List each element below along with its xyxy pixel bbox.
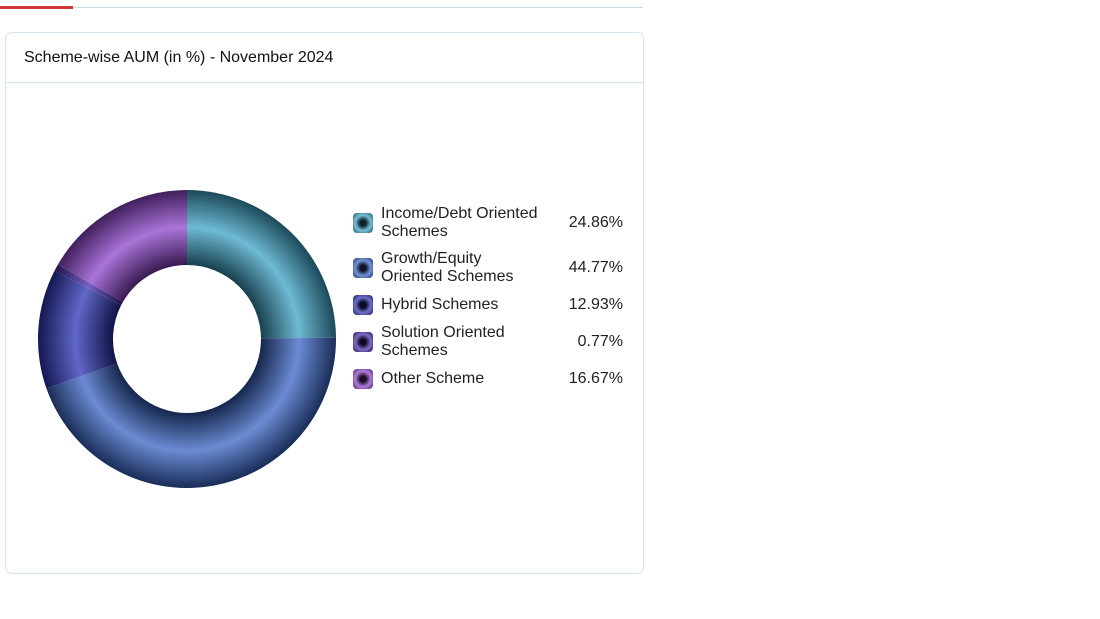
legend-swatch-icon (353, 213, 373, 233)
legend-value: 0.77% (577, 333, 623, 350)
legend-item[interactable]: Solution Oriented Schemes 0.77% (353, 324, 623, 360)
tab-underline (0, 7, 643, 8)
active-tab-indicator (0, 6, 73, 9)
donut-slice-2[interactable] (37, 270, 122, 389)
legend-label: Other Scheme (381, 370, 485, 387)
chart-legend: Income/Debt Oriented Schemes 24.86% Growth… (353, 205, 623, 398)
donut-slice-3[interactable] (54, 264, 123, 306)
legend-swatch-icon (353, 295, 373, 315)
donut-slice-4[interactable] (57, 190, 188, 303)
card-title: Scheme-wise AUM (in %) - November 2024 (6, 33, 643, 83)
donut-slice-0[interactable] (187, 190, 336, 339)
legend-swatch-icon (353, 332, 373, 352)
legend-value: 44.77% (568, 259, 623, 276)
legend-label: Income/Debt Oriented Schemes (381, 205, 538, 240)
legend-label: Solution Oriented Schemes (381, 324, 505, 359)
legend-item[interactable]: Other Scheme 16.67% (353, 369, 623, 389)
legend-label: Growth/Equity Oriented Schemes (381, 250, 514, 285)
donut-slice-1[interactable] (46, 337, 336, 489)
legend-item[interactable]: Hybrid Schemes 12.93% (353, 295, 623, 315)
legend-value: 24.86% (568, 214, 623, 231)
legend-swatch-icon (353, 369, 373, 389)
legend-label: Hybrid Schemes (381, 296, 499, 313)
legend-item[interactable]: Growth/Equity Oriented Schemes 44.77% (353, 250, 623, 286)
legend-item[interactable]: Income/Debt Oriented Schemes 24.86% (353, 205, 623, 241)
legend-value: 16.67% (568, 370, 623, 387)
legend-value: 12.93% (568, 296, 623, 313)
legend-swatch-icon (353, 258, 373, 278)
